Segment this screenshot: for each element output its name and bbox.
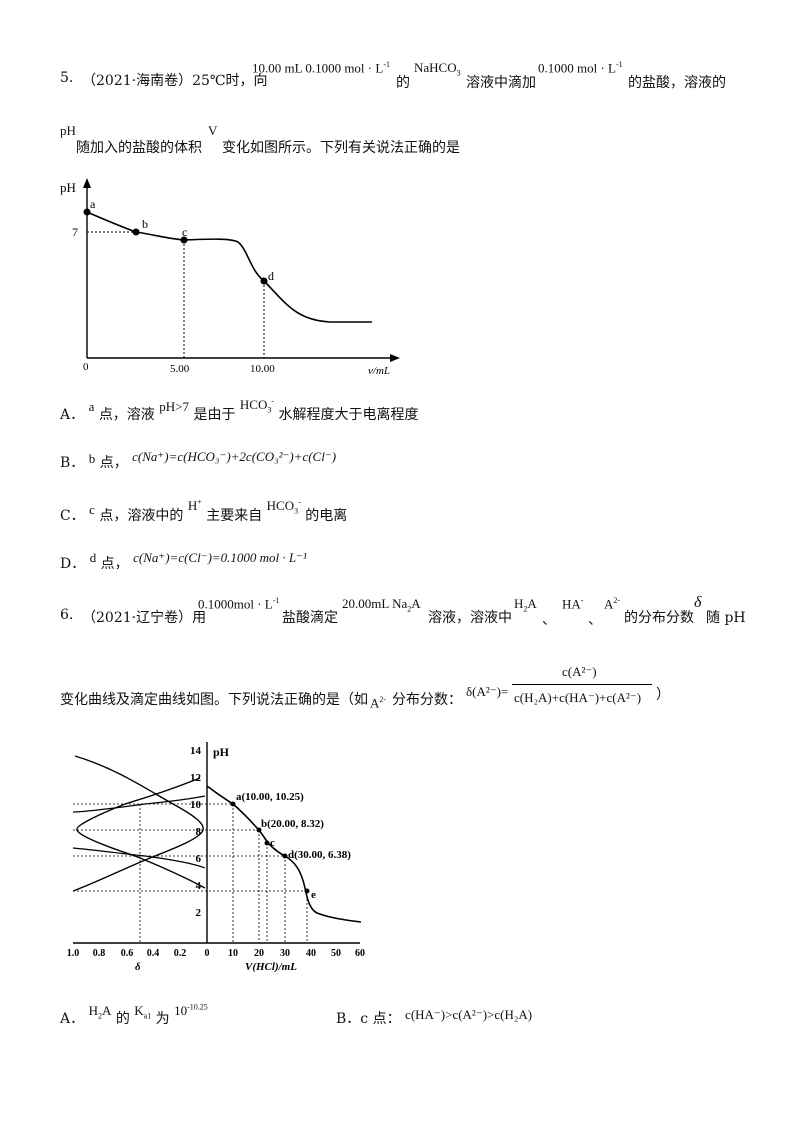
q5-option-b[interactable]: B． b 点， c(Na⁺)=c(HCO₃⁻)+2c(CO₃²⁻)+c(Cl⁻) [60, 449, 337, 471]
q6-xtick-0.6: 0.6 [121, 948, 134, 959]
q6-ytick-14: 14 [190, 745, 202, 757]
q6-xlabel-right: V(HCl)/mL [245, 961, 297, 973]
q5-line2-b: 变化如图所示。下列有关说法正确的是 [222, 140, 460, 156]
q6-t2: 溶液，溶液中 [428, 610, 512, 626]
q6-xtick-10: 10 [228, 948, 238, 959]
q6-xtick-50: 50 [331, 948, 341, 959]
q6-xtick-60: 60 [355, 948, 365, 959]
q6-label-e: e [311, 889, 316, 901]
q5-option-a[interactable]: A． a 点，溶液 pH>7 是由于 HCO3- 水解程度大于电离程度 [60, 396, 419, 423]
q6-h2a: H2A [514, 596, 537, 614]
q5-v-symbol: V [208, 123, 218, 138]
q6-xtick-30: 30 [280, 948, 290, 959]
q5-label-b: b [142, 217, 148, 231]
q6-xtick-0: 0 [205, 948, 210, 959]
q5-line2-a: 随加入的盐酸的体积 [76, 140, 202, 156]
q6-source: （2021·辽宁卷）用 [82, 610, 207, 626]
q5-source: （2021·海南卷）25℃时，向 [82, 73, 268, 89]
q6-label-a: a(10.00, 10.25) [236, 791, 304, 803]
q5-conc2: 0.1000 mol · L-1 [538, 60, 623, 76]
q6-option-a[interactable]: A． H2A 的 Ka1 为 10-10.25 [60, 1002, 208, 1027]
q5-tick-5: 5.00 [170, 363, 190, 375]
q6-xtick-0.8: 0.8 [93, 948, 106, 959]
q6-conc2: 20.00mL Na2A [342, 596, 421, 614]
q6-t1: 盐酸滴定 [282, 610, 338, 626]
q6-ytick-2: 2 [196, 907, 202, 919]
q5-label-c: c [182, 225, 187, 239]
q6-xtick-1.0: 1.0 [67, 948, 80, 959]
q5-label-d: d [268, 269, 274, 283]
q6-t3: 的分布分数 [624, 610, 694, 626]
q5-point-d [260, 277, 268, 285]
q6-curve-h2a [72, 847, 206, 869]
q6-t4: 随 pH [706, 610, 746, 626]
q6-line2-a: 变化曲线及滴定曲线如图。下列说法正确的是（如 [60, 692, 368, 708]
q6-point-b [256, 827, 262, 833]
q6-xtick-0.4: 0.4 [147, 948, 160, 959]
q5-y-arrow [83, 178, 91, 188]
q6-frac-den: c(H₂A)+c(HA⁻)+c(A²⁻) [514, 690, 642, 705]
q5-de: 的 [396, 75, 410, 91]
q6-frac-left: δ(A²⁻)= [466, 684, 509, 699]
q6-ytick-10: 10 [190, 799, 202, 811]
q6-titration-curve [206, 785, 362, 923]
q6-ytick-6: 6 [196, 853, 202, 865]
q6-distribution-titration-chart: pH 14 12 10 8 6 4 2 1.0 0.8 0.6 0.4 0.2 … [67, 742, 365, 973]
q6-curve-ha [72, 755, 204, 892]
q6-xtick-40: 40 [306, 948, 316, 959]
q5-mid: 溶液中滴加 [466, 75, 536, 91]
q6-curve-a2-upper [72, 795, 206, 813]
q5-option-d[interactable]: D． d 点， c(Na⁺)=c(Cl⁻)=0.1000 mol · L⁻¹ [60, 550, 307, 572]
q5-x-label: v/mL [368, 365, 390, 377]
q6-point-a [230, 801, 236, 807]
q6-line2-a2: A2- [370, 695, 387, 711]
q6-frac-num: c(A²⁻) [562, 664, 597, 679]
q6-conc: 0.1000mol · L-1 [198, 596, 280, 612]
q5-point-c [180, 236, 188, 244]
q5-option-c[interactable]: C． c 点，溶液中的 H+ 主要来自 HCO3- 的电离 [60, 497, 348, 524]
q6-label-d: d(30.00, 6.38) [288, 849, 351, 861]
q5-tick-7: 7 [72, 225, 78, 239]
q5-tick-0: 0 [83, 361, 89, 373]
q6-frac-bar [512, 684, 652, 685]
q5-salt: NaHCO3 [414, 60, 461, 78]
q5-tick-10: 10.00 [250, 363, 275, 375]
q6-option-b[interactable]: B．c 点： c(HA⁻)>c(A²⁻)>c(H₂A) [336, 1007, 533, 1027]
q5-ph-symbol: pH [60, 123, 76, 138]
q5-conc1: 10.00 mL 0.1000 mol · L-1 [252, 60, 390, 76]
q5-titration-curve [86, 211, 372, 323]
q6-y-label: pH [213, 745, 230, 759]
q6-xlabel-left: δ [135, 961, 141, 973]
q6-point-e [304, 888, 310, 894]
q6-number: 6. [60, 607, 74, 623]
q6-xtick-0.2: 0.2 [174, 948, 187, 959]
q6-point-c [264, 840, 270, 846]
q6-sep1: 、 [542, 612, 556, 628]
q6-line2-b: 分布分数： [392, 692, 462, 708]
q5-tail: 的盐酸，溶液的 [628, 75, 726, 91]
q6-curve-a2 [76, 777, 206, 889]
q6-label-b: b(20.00, 8.32) [261, 818, 324, 830]
q6-xtick-20: 20 [254, 948, 264, 959]
q6-frac-close: ） [656, 687, 670, 703]
q5-y-label: pH [60, 180, 76, 195]
q5-point-a [83, 208, 91, 216]
q5-number: 5. [60, 70, 74, 86]
q6-ytick-4: 4 [196, 880, 202, 892]
q6-sep2: 、 [588, 612, 602, 628]
q6-a2: A2- [604, 596, 621, 612]
q5-x-arrow [390, 354, 400, 362]
q5-point-b [132, 228, 140, 236]
q6-delta: δ [694, 594, 702, 611]
q5-ph-titration-chart: pH v/mL 7 0 5.00 10.00 a b c d [60, 178, 400, 377]
q6-ytick-12: 12 [190, 772, 202, 784]
q6-label-c: c [270, 837, 275, 849]
q6-point-d [282, 853, 288, 859]
q6-ytick-8: 8 [196, 826, 202, 838]
q5-label-a: a [90, 197, 96, 211]
q6-ha: HA- [562, 596, 584, 612]
